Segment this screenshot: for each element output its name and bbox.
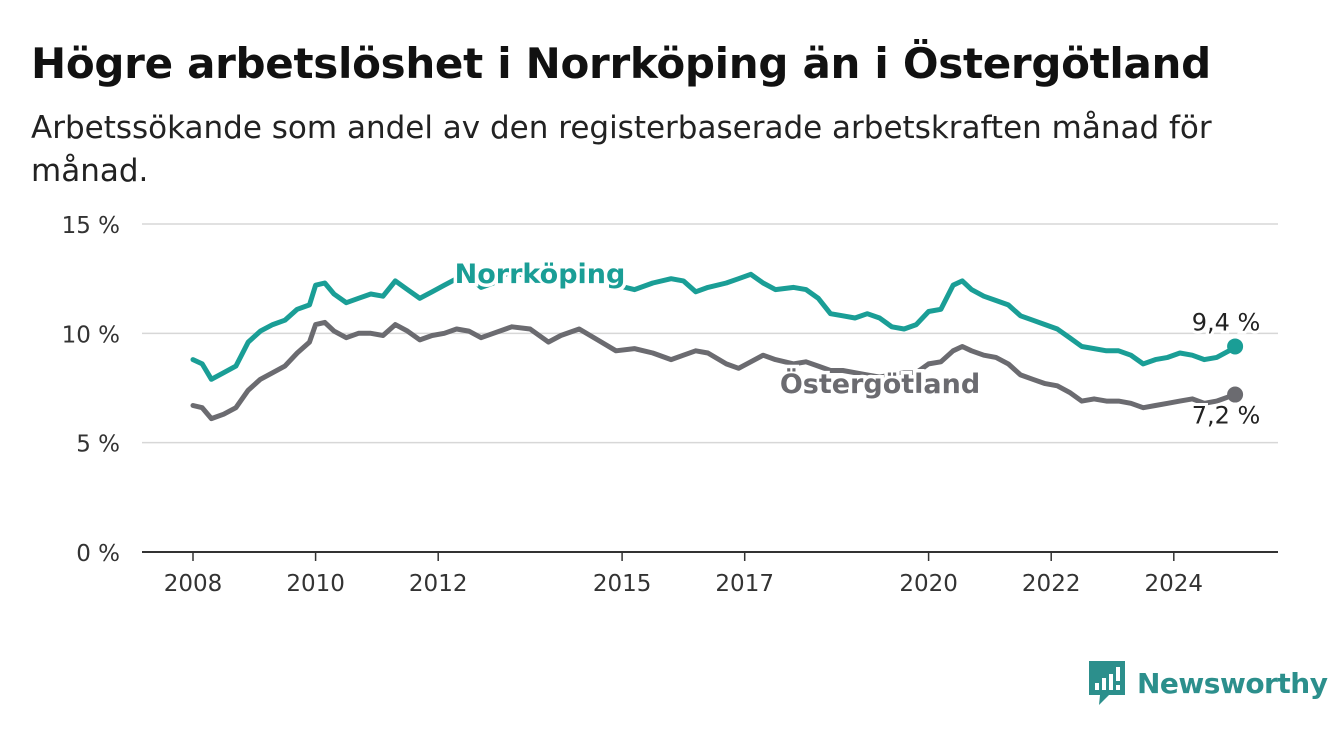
y-tick-label: 0 % xyxy=(76,541,120,567)
x-tick-label: 2008 xyxy=(164,571,223,597)
x-tick-label: 2024 xyxy=(1145,571,1204,597)
newsworthy-logo-icon xyxy=(1089,661,1125,705)
series-end-point xyxy=(1227,386,1244,403)
x-tick-label: 2015 xyxy=(593,571,652,597)
x-tick-label: 2022 xyxy=(1022,571,1081,597)
chart-subtitle: Arbetssökande som andel av den registerb… xyxy=(31,110,1212,189)
x-axis-ticks: 2008 2010 2012 2015 2017 2020 2022 2024 xyxy=(164,552,1203,597)
series-line-norrkoping xyxy=(190,267,1238,382)
x-tick-label: 2017 xyxy=(715,571,774,597)
y-tick-label: 15 % xyxy=(62,213,120,239)
brand-name: Newsworthy xyxy=(1137,666,1328,700)
x-tick-label: 2020 xyxy=(899,571,958,597)
chart-title: Högre arbetslöshet i Norrköping än i Öst… xyxy=(31,39,1211,88)
y-axis-ticks: 0 % 5 % 10 % 15 % xyxy=(62,213,120,567)
x-tick-label: 2010 xyxy=(286,571,345,597)
series-label-ostergotland: Östergötland xyxy=(780,367,980,400)
gridlines xyxy=(142,223,1278,553)
newsworthy-logo: Newsworthy xyxy=(1089,661,1328,705)
x-tick-label: 2012 xyxy=(409,571,468,597)
series-lines xyxy=(190,267,1244,422)
y-tick-label: 5 % xyxy=(76,432,120,458)
series-end-value: 9,4 % xyxy=(1192,308,1261,336)
series-end-point xyxy=(1227,338,1244,355)
series-line-ostergotland xyxy=(190,319,1238,422)
series-labels: Norrköping Östergötland 9,4 % 7,2 % xyxy=(451,256,1263,433)
series-label-norrkoping: Norrköping xyxy=(455,259,626,290)
y-tick-label: 10 % xyxy=(62,322,120,348)
series-end-value: 7,2 % xyxy=(1192,402,1261,430)
